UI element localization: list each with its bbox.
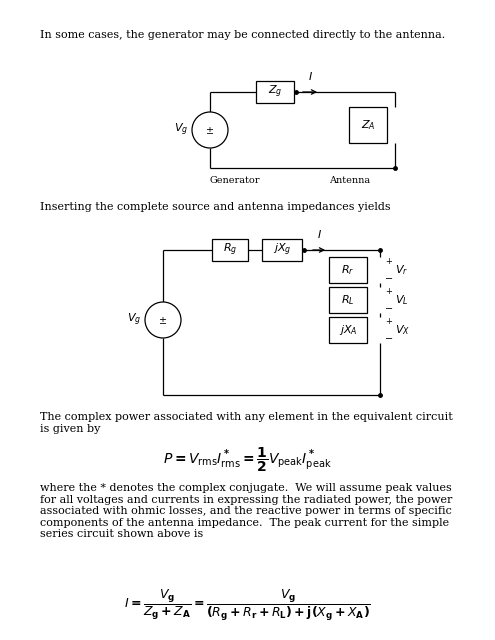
Text: Antenna: Antenna xyxy=(330,176,371,185)
Bar xyxy=(329,317,367,343)
Text: $\mathbf{\mathit{P} = \mathit{V}_{\rm rms}\mathit{I}^*_{\rm rms} = \dfrac{1}{2}\: $\mathbf{\mathit{P} = \mathit{V}_{\rm rm… xyxy=(163,446,331,474)
Text: $\mathbf{\mathit{I} = \dfrac{\mathit{V}_g}{\mathit{Z}_g + \mathit{Z}_A} = \dfrac: $\mathbf{\mathit{I} = \dfrac{\mathit{V}_… xyxy=(124,588,370,623)
Text: $\pm$: $\pm$ xyxy=(158,314,167,326)
Text: $V_g$: $V_g$ xyxy=(174,122,188,138)
Bar xyxy=(212,239,248,261)
Text: +: + xyxy=(385,257,392,266)
Text: $V_X$: $V_X$ xyxy=(395,323,410,337)
Bar xyxy=(329,257,367,283)
Text: −: − xyxy=(385,274,393,284)
Text: $V_g$: $V_g$ xyxy=(127,312,141,328)
Text: where the * denotes the complex conjugate.  We will assume peak values
for all v: where the * denotes the complex conjugat… xyxy=(40,483,452,540)
Text: $V_L$: $V_L$ xyxy=(395,293,408,307)
Circle shape xyxy=(145,302,181,338)
Bar xyxy=(262,239,302,261)
Text: +: + xyxy=(385,287,392,296)
Bar xyxy=(256,81,294,103)
Text: Inserting the complete source and antenna impedances yields: Inserting the complete source and antenn… xyxy=(40,202,391,212)
Text: $V_r$: $V_r$ xyxy=(395,263,408,277)
Text: In some cases, the generator may be connected directly to the antenna.: In some cases, the generator may be conn… xyxy=(40,30,445,40)
Text: $Z_g$: $Z_g$ xyxy=(268,84,282,100)
Circle shape xyxy=(192,112,228,148)
Bar xyxy=(329,287,367,313)
Text: $jX_A$: $jX_A$ xyxy=(339,323,357,337)
Text: +: + xyxy=(385,317,392,326)
Text: $jX_g$: $jX_g$ xyxy=(273,242,291,258)
Text: −: − xyxy=(385,304,393,314)
Text: Generator: Generator xyxy=(210,176,260,185)
Text: The complex power associated with any element in the equivalent circuit
is given: The complex power associated with any el… xyxy=(40,412,453,434)
Text: $R_g$: $R_g$ xyxy=(223,242,237,258)
Bar xyxy=(349,107,387,143)
Text: −: − xyxy=(385,334,393,344)
Text: $R_L$: $R_L$ xyxy=(341,293,355,307)
Text: $I$: $I$ xyxy=(316,228,321,240)
Text: $R_r$: $R_r$ xyxy=(342,263,354,277)
Text: $\pm$: $\pm$ xyxy=(205,125,214,136)
Text: $Z_A$: $Z_A$ xyxy=(361,118,375,132)
Text: $I$: $I$ xyxy=(307,70,312,82)
